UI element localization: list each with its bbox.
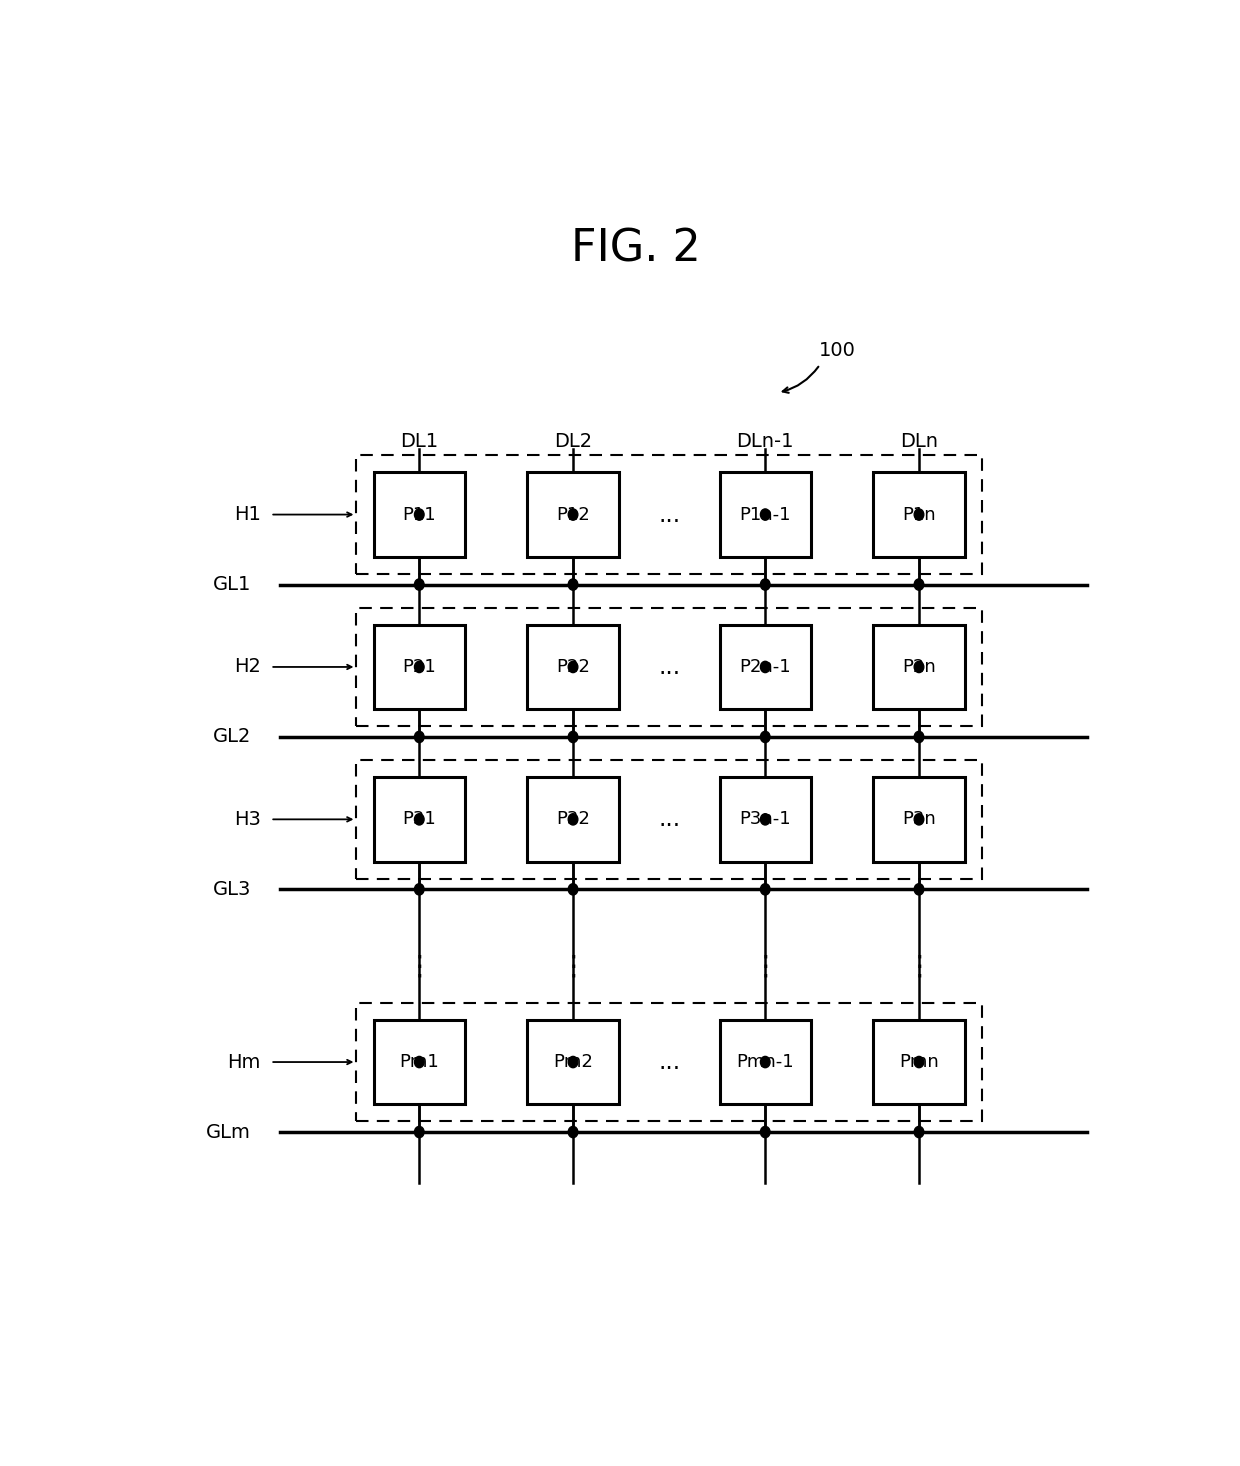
Text: Pm1: Pm1 — [399, 1053, 439, 1072]
Bar — [873, 777, 965, 862]
Circle shape — [914, 509, 924, 520]
Text: DLn: DLn — [900, 431, 937, 450]
Circle shape — [414, 1057, 424, 1067]
Circle shape — [760, 579, 770, 591]
Circle shape — [414, 814, 424, 825]
Bar — [527, 777, 619, 862]
Text: P3n: P3n — [903, 811, 936, 828]
Text: GL1: GL1 — [213, 575, 250, 594]
Text: FIG. 2: FIG. 2 — [570, 227, 701, 271]
Text: ...: ... — [658, 655, 681, 679]
Text: DL1: DL1 — [401, 431, 438, 450]
Bar — [719, 777, 811, 862]
Text: P2n: P2n — [903, 658, 936, 676]
Bar — [719, 1020, 811, 1104]
Text: ⋮: ⋮ — [405, 951, 433, 981]
Circle shape — [914, 884, 924, 894]
Bar — [873, 625, 965, 710]
Circle shape — [414, 579, 424, 591]
Text: P31: P31 — [403, 811, 436, 828]
Text: Pm2: Pm2 — [553, 1053, 593, 1072]
Circle shape — [760, 509, 770, 520]
Bar — [356, 608, 982, 726]
Circle shape — [760, 661, 770, 673]
Bar — [527, 1020, 619, 1104]
Bar — [373, 777, 465, 862]
Circle shape — [914, 579, 924, 591]
Circle shape — [914, 1126, 924, 1138]
Text: ⋮: ⋮ — [751, 951, 779, 981]
Text: DL2: DL2 — [554, 431, 591, 450]
Circle shape — [568, 814, 578, 825]
Circle shape — [568, 1126, 578, 1138]
Bar — [527, 625, 619, 710]
Circle shape — [568, 509, 578, 520]
Text: ⋮: ⋮ — [905, 951, 932, 981]
Circle shape — [760, 814, 770, 825]
Circle shape — [760, 1126, 770, 1138]
Text: H1: H1 — [234, 506, 260, 523]
Circle shape — [568, 884, 578, 894]
Text: P1n-1: P1n-1 — [739, 506, 791, 523]
Bar — [719, 625, 811, 710]
Circle shape — [914, 814, 924, 825]
Text: P2n-1: P2n-1 — [739, 658, 791, 676]
Text: Pmn: Pmn — [899, 1053, 939, 1072]
Circle shape — [414, 1126, 424, 1138]
Bar — [873, 1020, 965, 1104]
Text: DLn-1: DLn-1 — [737, 431, 794, 450]
Text: Pmn-1: Pmn-1 — [737, 1053, 794, 1072]
Circle shape — [414, 661, 424, 673]
Text: P11: P11 — [403, 506, 436, 523]
Text: P1n: P1n — [903, 506, 936, 523]
Circle shape — [414, 884, 424, 894]
Circle shape — [568, 1057, 578, 1067]
Bar — [527, 472, 619, 557]
Text: ...: ... — [658, 808, 681, 831]
Circle shape — [760, 1057, 770, 1067]
Text: ...: ... — [658, 503, 681, 526]
Bar — [356, 456, 982, 573]
Text: P3n-1: P3n-1 — [739, 811, 791, 828]
Circle shape — [914, 661, 924, 673]
Bar — [373, 625, 465, 710]
Bar — [356, 759, 982, 878]
Text: 100: 100 — [818, 342, 856, 361]
Circle shape — [760, 732, 770, 743]
Text: P12: P12 — [557, 506, 590, 523]
Bar — [873, 472, 965, 557]
Bar — [373, 1020, 465, 1104]
Text: GL3: GL3 — [213, 880, 250, 899]
Text: P22: P22 — [556, 658, 590, 676]
Circle shape — [914, 732, 924, 743]
Circle shape — [414, 509, 424, 520]
Text: P21: P21 — [403, 658, 436, 676]
Circle shape — [414, 732, 424, 743]
Circle shape — [568, 732, 578, 743]
Bar — [373, 472, 465, 557]
Text: ⋮: ⋮ — [559, 951, 587, 981]
Bar — [719, 472, 811, 557]
Circle shape — [568, 661, 578, 673]
Text: GL2: GL2 — [213, 727, 250, 746]
Text: H3: H3 — [234, 809, 260, 828]
Bar — [356, 1003, 982, 1121]
Text: GLm: GLm — [206, 1123, 250, 1142]
Circle shape — [914, 1057, 924, 1067]
Text: P32: P32 — [556, 811, 590, 828]
Text: H2: H2 — [234, 657, 260, 676]
Circle shape — [568, 579, 578, 591]
Text: ...: ... — [658, 1050, 681, 1075]
Text: Hm: Hm — [227, 1053, 260, 1072]
Circle shape — [760, 884, 770, 894]
